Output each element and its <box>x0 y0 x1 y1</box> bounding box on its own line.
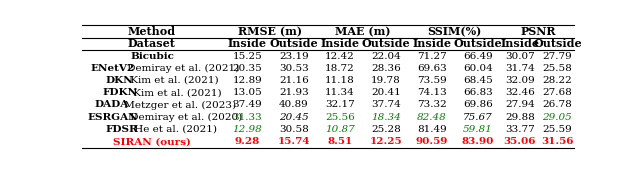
Text: 83.90: 83.90 <box>462 137 494 146</box>
Text: 12.89: 12.89 <box>232 76 262 85</box>
Text: FDSR: FDSR <box>106 125 139 134</box>
Text: 20.35: 20.35 <box>232 64 262 73</box>
Text: 18.72: 18.72 <box>325 64 355 73</box>
Text: 11.18: 11.18 <box>325 76 355 85</box>
Text: 40.89: 40.89 <box>279 101 309 110</box>
Text: 90.59: 90.59 <box>416 137 449 146</box>
Text: 26.78: 26.78 <box>543 101 572 110</box>
Text: Outside: Outside <box>362 38 410 49</box>
Text: 20.41: 20.41 <box>371 88 401 97</box>
Text: 29.05: 29.05 <box>543 113 572 122</box>
Text: 31.56: 31.56 <box>541 137 573 146</box>
Text: 69.63: 69.63 <box>417 64 447 73</box>
Text: Inside: Inside <box>413 38 452 49</box>
Text: 68.45: 68.45 <box>463 76 493 85</box>
Text: 66.49: 66.49 <box>463 52 493 61</box>
Text: 82.48: 82.48 <box>417 113 447 122</box>
Text: 32.09: 32.09 <box>505 76 534 85</box>
Text: 25.28: 25.28 <box>371 125 401 134</box>
Text: 31.33: 31.33 <box>232 113 262 122</box>
Text: 37.49: 37.49 <box>232 101 262 110</box>
Text: ENetV2: ENetV2 <box>90 64 134 73</box>
Text: MAE (m): MAE (m) <box>335 26 390 37</box>
Text: 30.58: 30.58 <box>279 125 309 134</box>
Text: 20.45: 20.45 <box>279 113 309 122</box>
Text: 60.04: 60.04 <box>463 64 493 73</box>
Text: 13.05: 13.05 <box>232 88 262 97</box>
Text: Demiray et al. (2020): Demiray et al. (2020) <box>127 113 242 122</box>
Text: 21.93: 21.93 <box>279 88 309 97</box>
Text: Inside: Inside <box>228 38 267 49</box>
Text: Outside: Outside <box>533 38 582 49</box>
Text: 21.16: 21.16 <box>279 76 309 85</box>
Text: 25.59: 25.59 <box>543 125 572 134</box>
Text: Outside: Outside <box>269 38 318 49</box>
Text: 32.17: 32.17 <box>325 101 355 110</box>
Text: Bicubic: Bicubic <box>130 52 174 61</box>
Text: Kim et al. (2021): Kim et al. (2021) <box>130 88 221 97</box>
Text: Inside: Inside <box>321 38 360 49</box>
Text: 28.22: 28.22 <box>543 76 572 85</box>
Text: 27.79: 27.79 <box>543 52 572 61</box>
Text: 15.25: 15.25 <box>232 52 262 61</box>
Text: SIRAN (ours): SIRAN (ours) <box>113 137 191 146</box>
Text: 23.19: 23.19 <box>279 52 309 61</box>
Text: 35.06: 35.06 <box>504 137 536 146</box>
Text: 30.07: 30.07 <box>505 52 534 61</box>
Text: 81.49: 81.49 <box>417 125 447 134</box>
Text: 69.86: 69.86 <box>463 101 493 110</box>
Text: Demiray et al. (2021): Demiray et al. (2021) <box>124 64 239 73</box>
Text: 12.42: 12.42 <box>325 52 355 61</box>
Text: 75.67: 75.67 <box>463 113 493 122</box>
Text: 37.74: 37.74 <box>371 101 401 110</box>
Text: 25.56: 25.56 <box>325 113 355 122</box>
Text: 25.58: 25.58 <box>543 64 572 73</box>
Text: Kim et al. (2021): Kim et al. (2021) <box>127 76 219 85</box>
Text: Dataset: Dataset <box>128 38 176 49</box>
Text: 30.53: 30.53 <box>279 64 309 73</box>
Text: Inside: Inside <box>500 38 540 49</box>
Text: 8.51: 8.51 <box>327 137 353 146</box>
Text: 19.78: 19.78 <box>371 76 401 85</box>
Text: 27.94: 27.94 <box>505 101 534 110</box>
Text: 31.74: 31.74 <box>505 64 534 73</box>
Text: 29.88: 29.88 <box>505 113 534 122</box>
Text: Metzger et al. (2023): Metzger et al. (2023) <box>120 100 236 110</box>
Text: 32.46: 32.46 <box>505 88 534 97</box>
Text: 66.83: 66.83 <box>463 88 493 97</box>
Text: RMSE (m): RMSE (m) <box>239 26 303 37</box>
Text: 27.68: 27.68 <box>543 88 572 97</box>
Text: 10.87: 10.87 <box>325 125 355 134</box>
Text: 28.36: 28.36 <box>371 64 401 73</box>
Text: 9.28: 9.28 <box>235 137 260 146</box>
Text: 15.74: 15.74 <box>278 137 310 146</box>
Text: 59.81: 59.81 <box>463 125 493 134</box>
Text: FDKN: FDKN <box>103 88 138 97</box>
Text: Method: Method <box>128 26 176 37</box>
Text: 71.27: 71.27 <box>417 52 447 61</box>
Text: SSIM(%): SSIM(%) <box>428 26 482 37</box>
Text: Outside: Outside <box>454 38 502 49</box>
Text: 73.59: 73.59 <box>417 76 447 85</box>
Text: He et al. (2021): He et al. (2021) <box>131 125 218 134</box>
Text: 22.04: 22.04 <box>371 52 401 61</box>
Text: DKN: DKN <box>106 76 133 85</box>
Text: 33.77: 33.77 <box>505 125 534 134</box>
Text: ESRGAN: ESRGAN <box>88 113 138 122</box>
Text: 18.34: 18.34 <box>371 113 401 122</box>
Text: 73.32: 73.32 <box>417 101 447 110</box>
Text: 11.34: 11.34 <box>325 88 355 97</box>
Text: 12.98: 12.98 <box>232 125 262 134</box>
Text: DADA: DADA <box>94 101 128 110</box>
Text: PSNR: PSNR <box>520 26 556 37</box>
Text: 74.13: 74.13 <box>417 88 447 97</box>
Text: 12.25: 12.25 <box>369 137 402 146</box>
